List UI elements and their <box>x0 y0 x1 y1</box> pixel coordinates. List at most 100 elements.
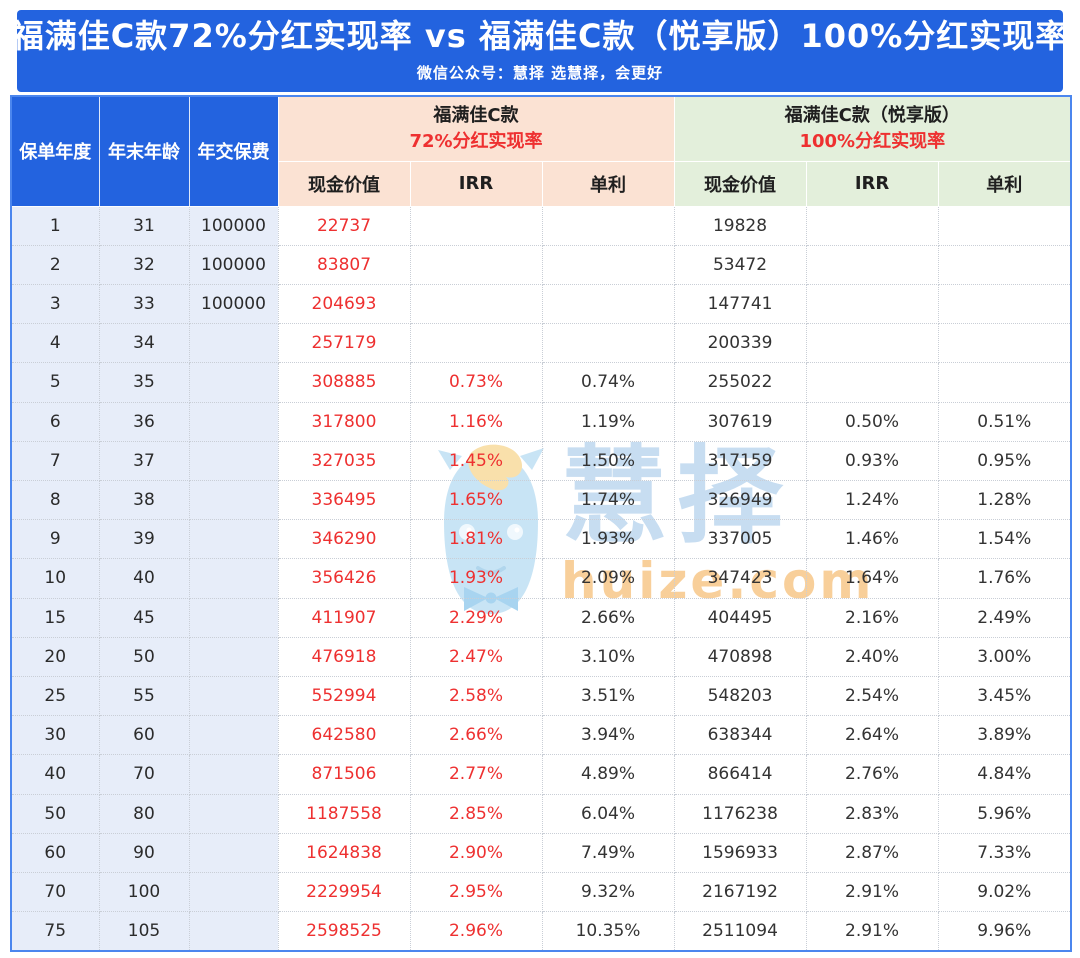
cell-policy-year: 60 <box>10 832 100 873</box>
cell-irr-100 <box>805 205 939 246</box>
cell-irr-100: 2.16% <box>805 597 939 638</box>
cell-age-year-end: 40 <box>98 558 190 599</box>
cell-age-year-end: 39 <box>98 519 190 560</box>
cell-simple-rate-100: 3.45% <box>937 675 1072 717</box>
cell-annual-premium <box>188 754 279 795</box>
cell-cash-value-100: 548203 <box>673 675 807 717</box>
table-row: 6 36 317800 1.16% 1.19% 307619 0.50% 0.51% <box>10 401 1072 442</box>
cell-annual-premium <box>188 479 279 521</box>
table-row: 30 60 642580 2.66% 3.94% 638344 2.64% 3.89% <box>10 715 1072 756</box>
cell-cash-value-100: 2511094 <box>673 911 807 952</box>
cell-cash-value-100: 404495 <box>673 597 807 638</box>
cell-cash-value-72: 327035 <box>277 440 411 481</box>
cell-cash-value-72: 308885 <box>277 362 411 403</box>
cell-age-year-end: 100 <box>98 871 190 913</box>
cell-simple-rate-100: 1.54% <box>937 519 1072 560</box>
cell-simple-rate-100: 3.00% <box>937 636 1072 677</box>
table-row: 2 32 100000 83807 53472 <box>10 244 1072 285</box>
cell-irr-100: 1.24% <box>805 479 939 521</box>
cell-policy-year: 8 <box>10 479 100 521</box>
cell-cash-value-100: 19828 <box>673 205 807 246</box>
cell-cash-value-100: 53472 <box>673 244 807 285</box>
title-bar: 福满佳C款72%分红实现率 vs 福满佳C款（悦享版）100%分红实现率 微信公… <box>12 10 1067 92</box>
cell-irr-100: 2.91% <box>805 911 939 952</box>
cell-cash-value-72: 1624838 <box>277 832 411 873</box>
cell-irr-72: 2.96% <box>409 911 543 952</box>
table-row: 15 45 411907 2.29% 2.66% 404495 2.16% 2.49% <box>10 597 1072 638</box>
cell-irr-72 <box>409 244 543 285</box>
cell-age-year-end: 36 <box>98 401 190 442</box>
cell-cash-value-100: 347423 <box>673 558 807 599</box>
cell-annual-premium <box>188 871 279 913</box>
cell-irr-72: 1.81% <box>409 519 543 560</box>
cell-cash-value-100: 317159 <box>673 440 807 481</box>
cell-irr-100: 1.46% <box>805 519 939 560</box>
cell-cash-value-72: 2229954 <box>277 871 411 913</box>
comparison-table: 保单年度 年末年龄 年交保费 福满佳C款 72%分红实现率 福满佳C款（悦享版）… <box>10 95 1073 952</box>
cell-irr-72: 2.66% <box>409 715 543 756</box>
cell-policy-year: 25 <box>10 675 100 717</box>
cell-irr-72: 2.47% <box>409 636 543 677</box>
table-row: 7 37 327035 1.45% 1.50% 317159 0.93% 0.95% <box>10 440 1072 481</box>
cell-age-year-end: 35 <box>98 362 190 403</box>
cell-cash-value-100: 307619 <box>673 401 807 442</box>
table-row: 25 55 552994 2.58% 3.51% 548203 2.54% 3.45% <box>10 675 1072 717</box>
group-header-100: 福满佳C款（悦享版） 100%分红实现率 <box>673 95 1072 162</box>
cell-irr-100: 2.40% <box>805 636 939 677</box>
cell-simple-rate-100: 5.96% <box>937 793 1072 834</box>
cell-simple-rate-72: 0.74% <box>541 362 675 403</box>
cell-simple-rate-72: 9.32% <box>541 871 675 913</box>
cell-simple-rate-100: 7.33% <box>937 832 1072 873</box>
cell-cash-value-72: 257179 <box>277 323 411 364</box>
cell-irr-72 <box>409 283 543 325</box>
table-row: 3 33 100000 204693 147741 <box>10 283 1072 325</box>
cell-cash-value-72: 356426 <box>277 558 411 599</box>
cell-policy-year: 6 <box>10 401 100 442</box>
cell-age-year-end: 50 <box>98 636 190 677</box>
cell-age-year-end: 60 <box>98 715 190 756</box>
cell-cash-value-100: 1176238 <box>673 793 807 834</box>
cell-simple-rate-72: 1.50% <box>541 440 675 481</box>
cell-cash-value-100: 2167192 <box>673 871 807 913</box>
cell-simple-rate-100: 0.51% <box>937 401 1072 442</box>
group-name-100: 福满佳C款（悦享版） <box>784 104 960 126</box>
cell-simple-rate-72: 4.89% <box>541 754 675 795</box>
cell-cash-value-72: 2598525 <box>277 911 411 952</box>
group-rate-72: 72%分红实现率 <box>409 130 543 152</box>
cell-simple-rate-72: 2.09% <box>541 558 675 599</box>
cell-age-year-end: 31 <box>98 205 190 246</box>
cell-irr-100: 2.83% <box>805 793 939 834</box>
table-row: 40 70 871506 2.77% 4.89% 866414 2.76% 4.84% <box>10 754 1072 795</box>
cell-cash-value-100: 200339 <box>673 323 807 364</box>
table-row: 60 90 1624838 2.90% 7.49% 1596933 2.87% 7.33% <box>10 832 1072 873</box>
cell-irr-100: 2.76% <box>805 754 939 795</box>
cell-policy-year: 10 <box>10 558 100 599</box>
cell-irr-100: 2.91% <box>805 871 939 913</box>
subcol-irr-72: IRR <box>409 160 543 207</box>
cell-simple-rate-100: 3.89% <box>937 715 1072 756</box>
cell-simple-rate-72: 1.93% <box>541 519 675 560</box>
cell-age-year-end: 32 <box>98 244 190 285</box>
cell-irr-72: 1.16% <box>409 401 543 442</box>
cell-simple-rate-100: 1.28% <box>937 479 1072 521</box>
cell-age-year-end: 34 <box>98 323 190 364</box>
cell-age-year-end: 105 <box>98 911 190 952</box>
cell-cash-value-100: 147741 <box>673 283 807 325</box>
cell-annual-premium <box>188 440 279 481</box>
cell-cash-value-72: 476918 <box>277 636 411 677</box>
table-body: 1 31 100000 22737 19828 2 32 100000 83807 53472 3 3… <box>10 205 1072 952</box>
cell-simple-rate-100 <box>937 244 1072 285</box>
cell-age-year-end: 90 <box>98 832 190 873</box>
cell-irr-72: 1.65% <box>409 479 543 521</box>
cell-policy-year: 2 <box>10 244 100 285</box>
cell-policy-year: 7 <box>10 440 100 481</box>
page-title: 福满佳C款72%分红实现率 vs 福满佳C款（悦享版）100%分红实现率 <box>11 16 1069 55</box>
table-row: 50 80 1187558 2.85% 6.04% 1176238 2.83% 5.96% <box>10 793 1072 834</box>
cell-simple-rate-100: 4.84% <box>937 754 1072 795</box>
cell-annual-premium <box>188 793 279 834</box>
cell-annual-premium: 100000 <box>188 283 279 325</box>
cell-annual-premium <box>188 911 279 952</box>
cell-policy-year: 5 <box>10 362 100 403</box>
cell-irr-100: 2.54% <box>805 675 939 717</box>
